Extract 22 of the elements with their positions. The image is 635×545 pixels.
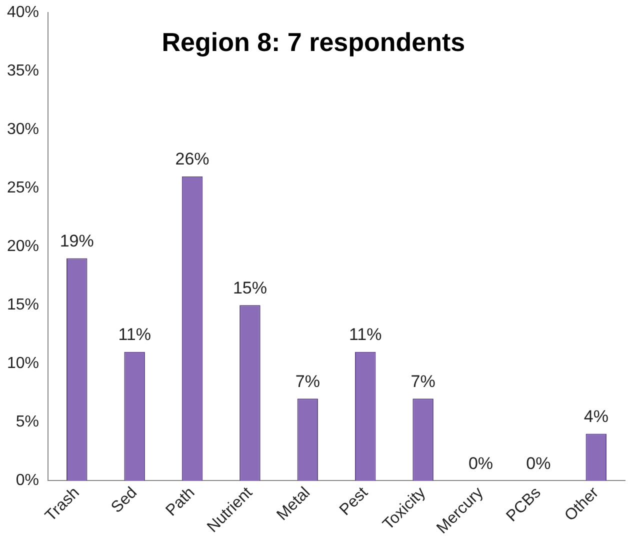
data-label: 11% (348, 325, 382, 344)
x-tick-label: Path (162, 484, 198, 520)
x-tick-label: Sed (108, 484, 141, 516)
data-label: 4% (584, 406, 608, 426)
data-label: 7% (410, 372, 436, 391)
data-label: 0% (468, 454, 494, 473)
data-label: 15% (232, 278, 267, 298)
y-tick-label: 0% (16, 472, 40, 489)
y-tick-label: 35% (6, 62, 40, 80)
y-tick-label: 20% (6, 238, 40, 255)
y-tick-label: 30% (6, 121, 40, 138)
data-label: 11% (118, 325, 151, 344)
y-tick-label: 10% (6, 354, 40, 372)
data-label: 26% (175, 150, 210, 169)
data-label: 0% (526, 454, 551, 473)
y-tick-label: 15% (6, 296, 40, 314)
y-tick-label: 25% (6, 179, 40, 196)
text: Region 8: 7 respondents (162, 26, 466, 57)
data-label: 19% (60, 231, 94, 250)
y-tick-label: 5% (16, 413, 40, 430)
y-tick-label: 40% (6, 4, 40, 22)
data-label: 7% (295, 372, 320, 391)
